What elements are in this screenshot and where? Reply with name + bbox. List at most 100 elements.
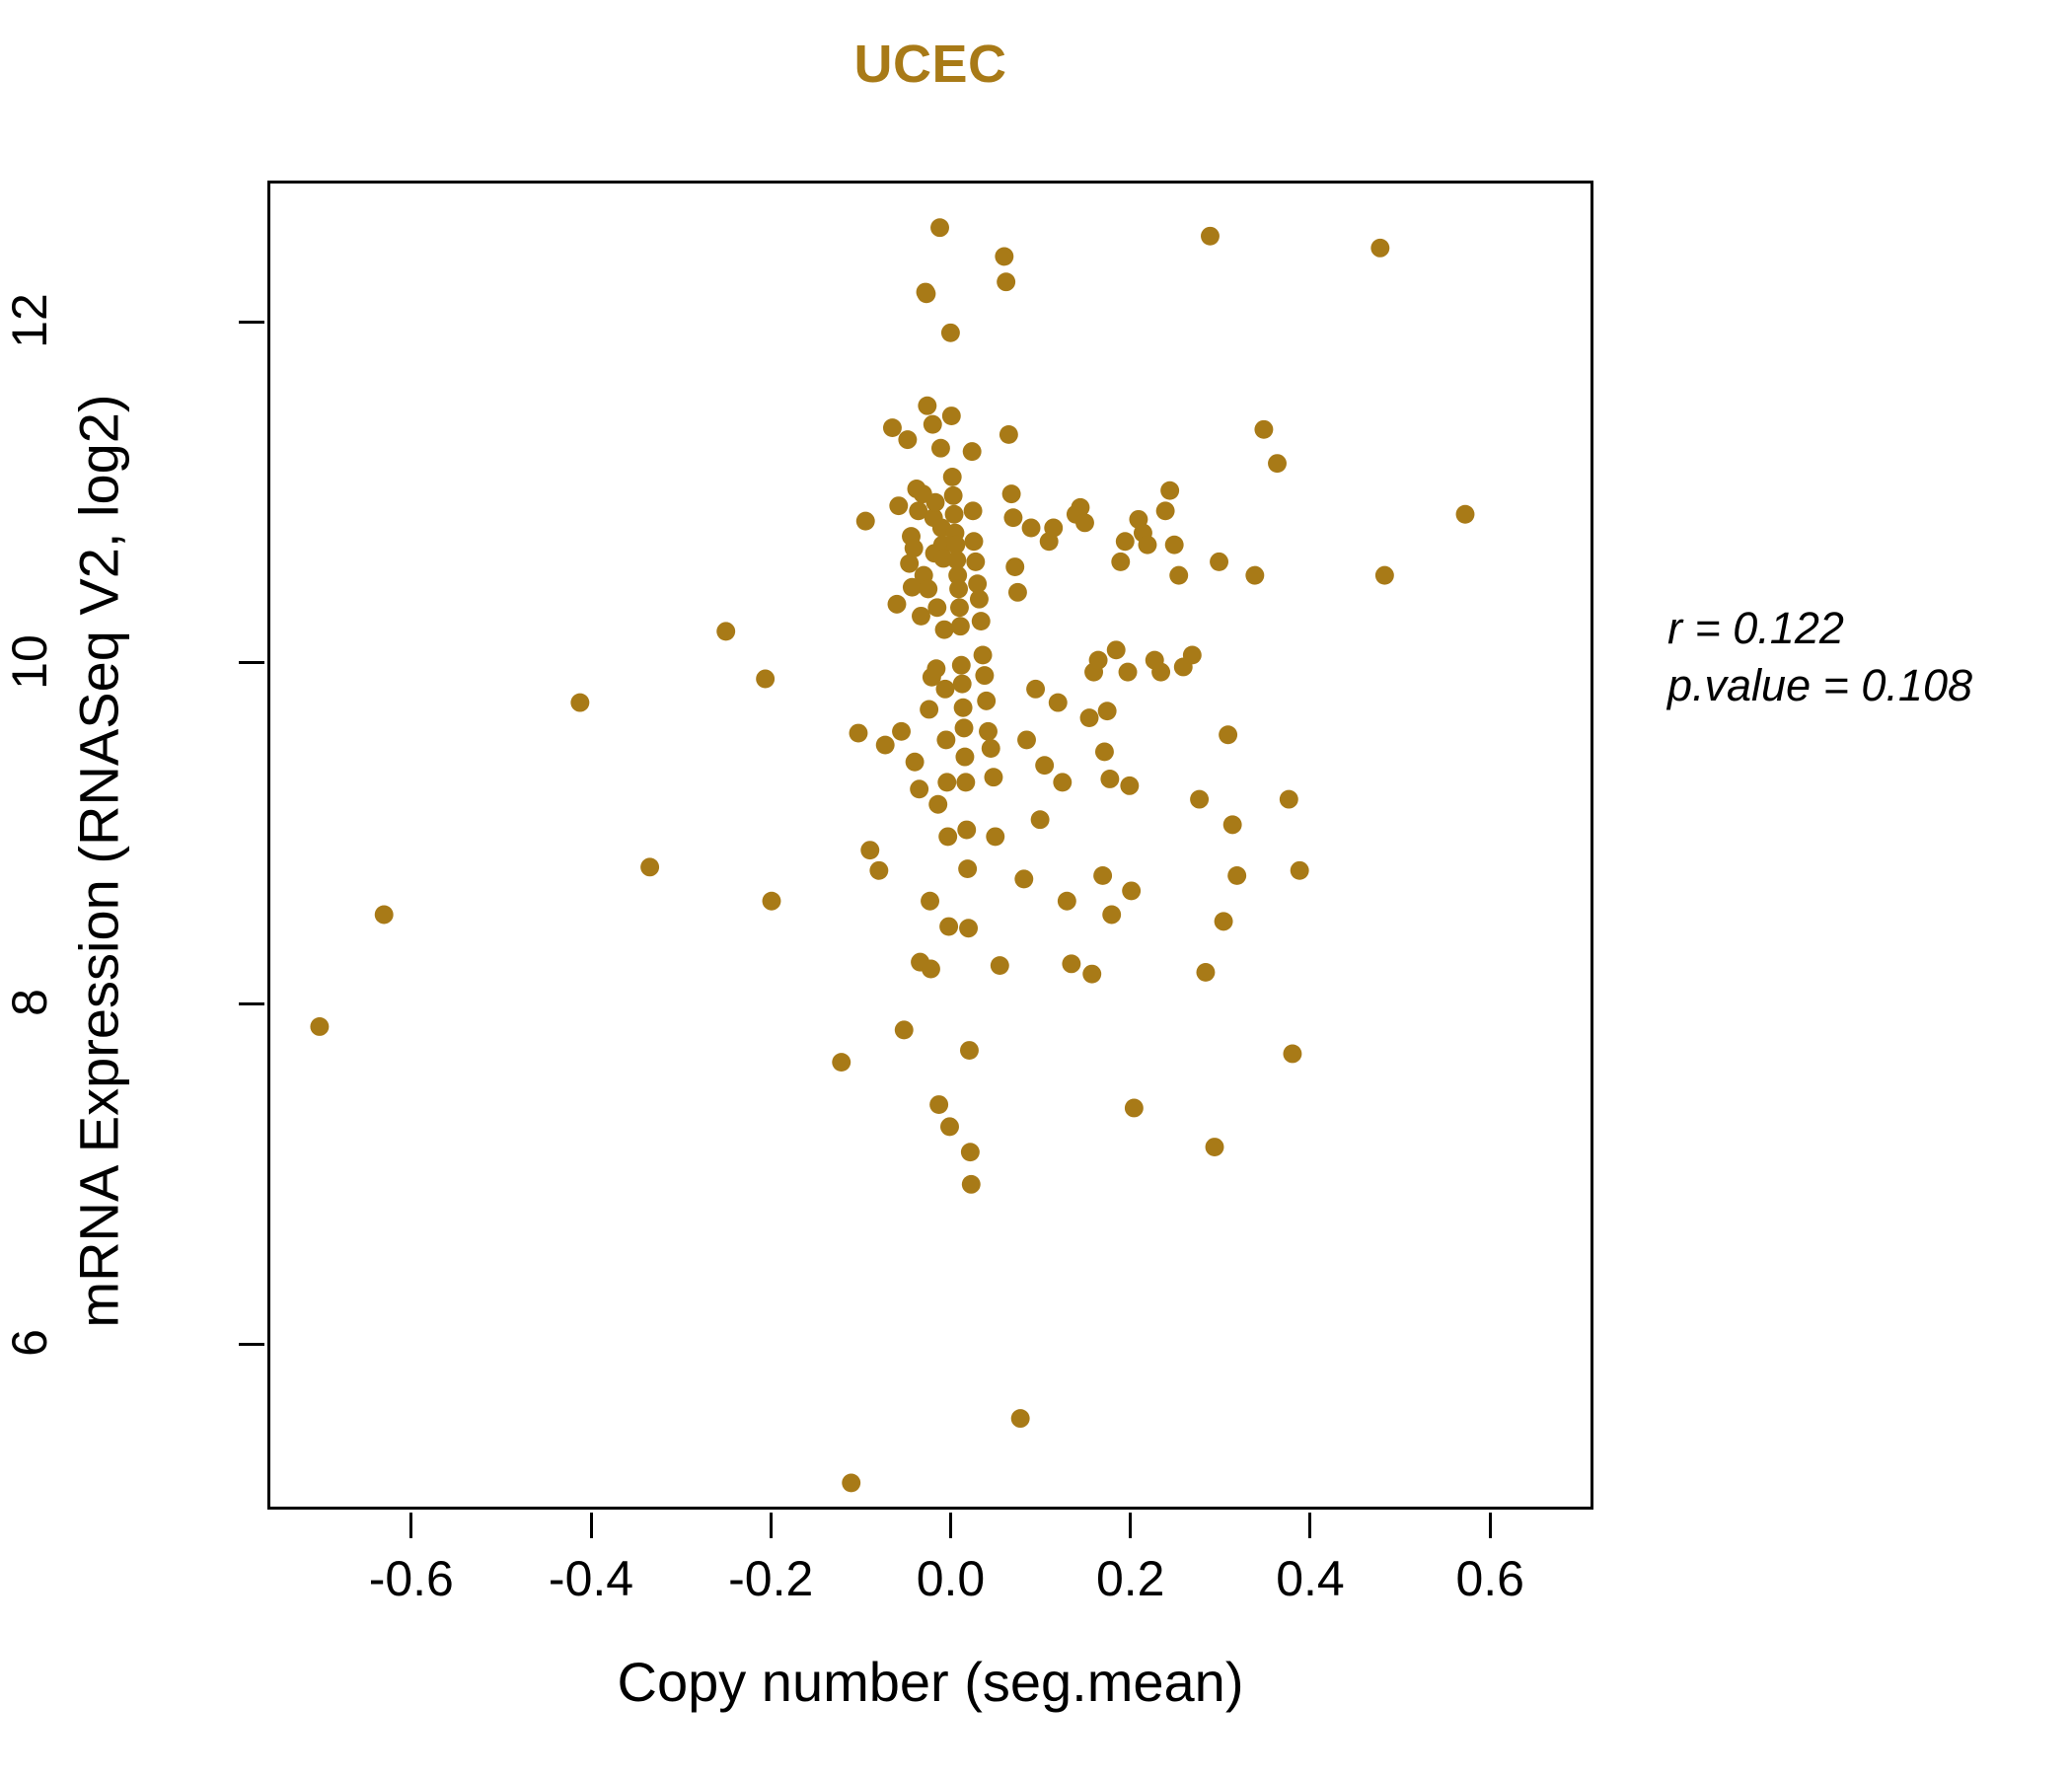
scatter-point xyxy=(1122,881,1142,901)
scatter-point xyxy=(995,247,1014,266)
x-axis-tick-label: 0.0 xyxy=(916,1551,986,1606)
scatter-point xyxy=(1160,481,1180,500)
scatter-point xyxy=(1102,905,1122,925)
scatter-point xyxy=(1155,501,1175,521)
x-axis-tick-label: -0.4 xyxy=(548,1551,634,1606)
scatter-point xyxy=(960,1143,980,1162)
scatter-point xyxy=(962,442,982,462)
scatter-point xyxy=(1057,891,1076,911)
scatter-point xyxy=(947,551,967,570)
scatter-point xyxy=(930,438,950,458)
scatter-point xyxy=(1007,582,1027,602)
scatter-point xyxy=(932,535,952,555)
scatter-point xyxy=(1151,662,1171,682)
scatter-point xyxy=(1062,954,1081,974)
scatter-point xyxy=(882,418,902,438)
scatter-point xyxy=(925,492,945,512)
scatter-point xyxy=(310,1016,330,1036)
x-axis-tick xyxy=(409,1513,413,1538)
scatter-point xyxy=(855,511,875,531)
scatter-point xyxy=(938,827,958,847)
scatter-point xyxy=(1219,725,1238,745)
statistics-annotation: r = 0.122 p.value = 0.108 xyxy=(1667,600,1972,713)
scatter-point xyxy=(900,554,920,573)
scatter-point xyxy=(1100,769,1120,788)
scatter-point xyxy=(942,467,962,486)
scatter-point xyxy=(1214,912,1233,931)
scatter-point xyxy=(905,752,925,772)
scatter-point xyxy=(904,539,924,558)
page-title: UCEC xyxy=(853,35,1007,94)
scatter-point xyxy=(892,721,911,741)
scatter-point xyxy=(1182,645,1202,665)
x-axis-tick xyxy=(949,1513,952,1538)
scatter-point xyxy=(1097,702,1117,721)
scatter-point xyxy=(950,598,969,618)
scatter-point xyxy=(918,396,937,415)
scatter-point xyxy=(971,612,991,631)
scatter-point xyxy=(1196,962,1216,982)
scatter-point xyxy=(923,414,942,434)
scatter-point xyxy=(979,721,998,741)
scatter-point xyxy=(1190,789,1210,809)
correlation-value: r = 0.122 xyxy=(1667,603,1844,653)
scatter-point xyxy=(934,620,954,639)
scatter-point xyxy=(949,579,969,599)
scatter-point xyxy=(1290,860,1309,880)
scatter-point xyxy=(1254,419,1274,439)
scatter-point xyxy=(943,485,963,505)
scatter-point xyxy=(954,718,974,738)
x-axis-tick xyxy=(589,1513,593,1538)
data-points-layer xyxy=(310,218,1475,1493)
scatter-point xyxy=(920,700,939,719)
scatter-point xyxy=(999,424,1018,444)
scatter-point xyxy=(948,565,968,585)
scatter-point xyxy=(842,1473,861,1493)
x-axis-tick-label: -0.6 xyxy=(368,1551,454,1606)
scatter-point xyxy=(956,773,976,792)
y-axis-tick-label: 12 xyxy=(2,293,57,349)
scatter-point xyxy=(919,579,938,599)
scatter-point xyxy=(1021,518,1041,538)
y-axis-tick-label: 10 xyxy=(2,633,57,690)
scatter-point xyxy=(981,739,1000,758)
y-axis-tick-label: 8 xyxy=(2,989,57,1016)
scatter-point xyxy=(963,501,983,521)
scatter-point xyxy=(1374,565,1394,585)
scatter-point xyxy=(912,606,930,626)
scatter-point xyxy=(1245,565,1265,585)
scatter-point xyxy=(849,723,868,743)
scatter-point xyxy=(1017,730,1036,750)
scatter-point xyxy=(984,768,1003,787)
scatter-point xyxy=(1079,708,1099,728)
scatter-point xyxy=(1075,513,1094,533)
scatter-point xyxy=(1082,964,1102,984)
scatter-point xyxy=(1005,557,1025,576)
scatter-point xyxy=(917,284,936,304)
scatter-point xyxy=(1088,650,1108,670)
scatter-point xyxy=(374,905,394,925)
x-axis-tick-label: -0.2 xyxy=(728,1551,814,1606)
scatter-points xyxy=(310,218,1475,1493)
scatter-point xyxy=(570,693,590,712)
x-axis-tick-label: 0.4 xyxy=(1276,1551,1345,1606)
scatter-point xyxy=(1093,865,1113,885)
scatter-point xyxy=(1026,679,1046,699)
scatter-point xyxy=(910,779,929,799)
y-axis-tick-label: 6 xyxy=(2,1329,57,1358)
scatter-point xyxy=(1268,454,1287,474)
scatter-point xyxy=(832,1053,851,1073)
scatter-point xyxy=(1003,508,1023,528)
scatter-point xyxy=(929,1095,949,1115)
scatter-point xyxy=(1455,504,1475,524)
scatter-point xyxy=(961,1174,981,1194)
scatter-point xyxy=(894,1020,914,1040)
y-axis-title: mRNA Expression (RNASeq V2, log2) xyxy=(67,394,130,1328)
x-axis-tick xyxy=(1308,1513,1312,1538)
scatter-point xyxy=(944,504,964,524)
scatter-point xyxy=(921,891,939,911)
scatter-point xyxy=(640,857,660,877)
scatter-point xyxy=(1035,756,1055,776)
scatter-point xyxy=(1201,226,1220,246)
